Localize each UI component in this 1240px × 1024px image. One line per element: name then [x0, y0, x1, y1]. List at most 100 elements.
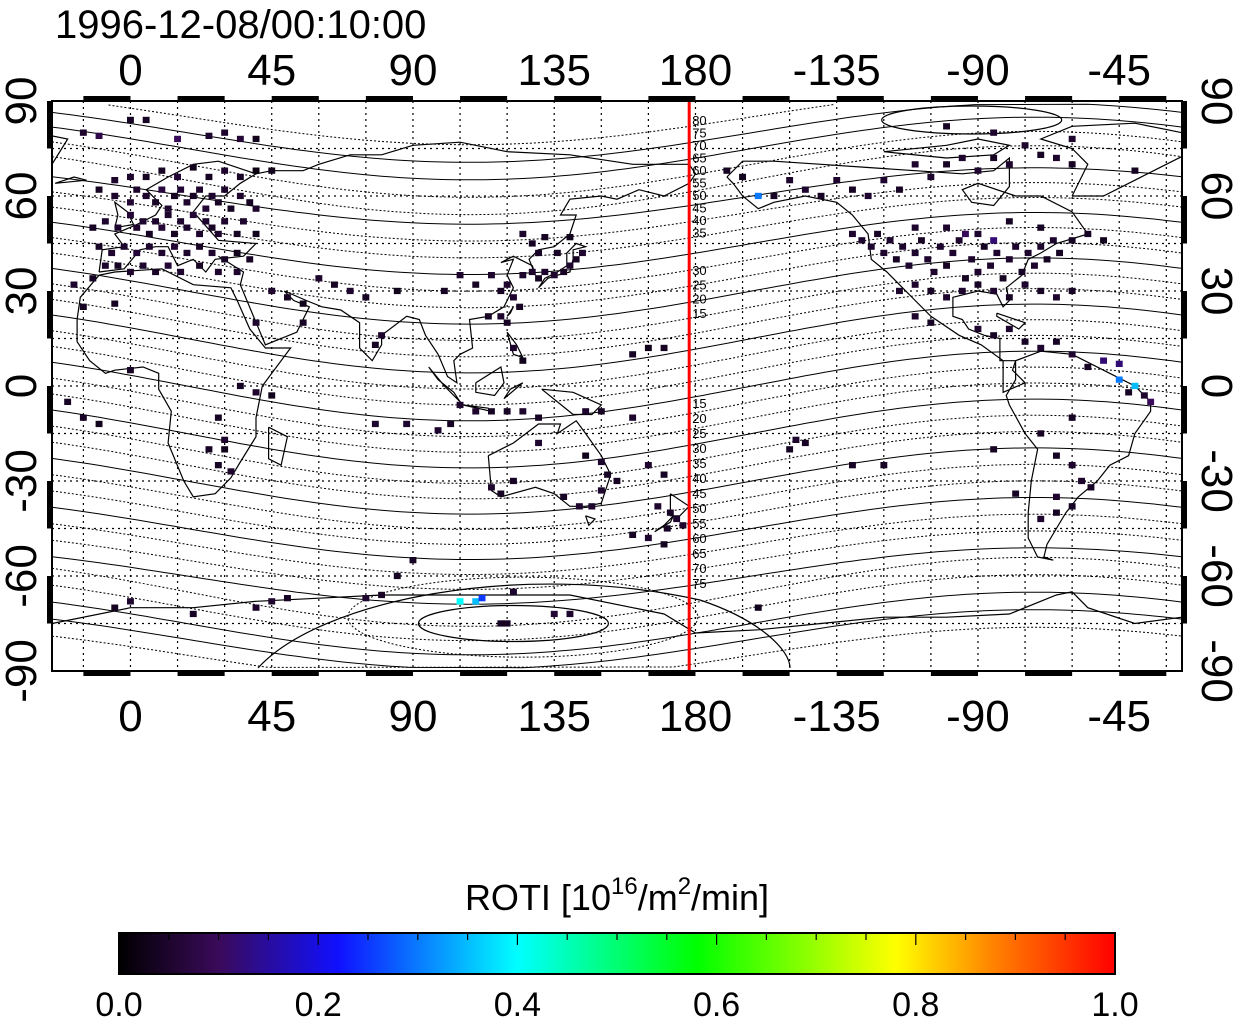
roti-cell: [880, 249, 888, 257]
border-segment-bottom: [930, 671, 978, 676]
roti-cell: [158, 186, 166, 193]
roti-cell: [214, 414, 222, 421]
x-tick-label-bottom: -90: [946, 692, 1010, 741]
roti-cell: [927, 173, 935, 181]
roti-cell: [1068, 462, 1076, 469]
coastline: [1005, 350, 1152, 561]
roti-cell: [987, 262, 994, 269]
roti-cell: [456, 598, 464, 605]
roti-cell: [205, 173, 213, 181]
mlat-label-north: 25: [692, 277, 706, 292]
roti-cell: [535, 249, 542, 257]
coastline: [883, 138, 1012, 159]
roti-cell: [202, 205, 210, 212]
roti-cell: [127, 173, 134, 181]
roti-cell: [284, 595, 291, 602]
roti-cell: [911, 281, 919, 288]
coastline: [506, 306, 514, 317]
border-segment-top: [1119, 96, 1167, 101]
roti-cell: [629, 351, 637, 358]
roti-cell: [371, 420, 379, 428]
mlat-contour: [52, 530, 1182, 590]
roti-cell: [214, 199, 222, 206]
coastline: [113, 200, 135, 229]
mlat-label-south: 60: [692, 531, 706, 546]
roti-cell: [927, 319, 935, 326]
colorbar-tick-label: 0.8: [892, 986, 939, 1024]
mlat-label-north: 20: [692, 292, 706, 307]
roti-cell: [896, 186, 903, 193]
border-segment-right: [1182, 101, 1187, 149]
roti-cell: [503, 408, 511, 415]
roti-cell: [510, 344, 517, 352]
south-pole-ring-inner: [417, 604, 610, 643]
roti-cell: [484, 313, 492, 320]
roti-cell: [582, 408, 590, 415]
mlat-label-north: 70: [692, 138, 706, 153]
roti-cell: [488, 272, 495, 279]
roti-cell: [528, 268, 536, 276]
roti-cell: [108, 249, 116, 257]
south-pole-ring-outer: [257, 583, 791, 669]
roti-cell: [488, 408, 495, 415]
roti-cell: [673, 515, 681, 523]
colorbar-title-part3: /min]: [691, 877, 769, 918]
roti-cell: [792, 436, 800, 443]
roti-cell: [127, 268, 134, 276]
roti-cell: [189, 164, 197, 171]
roti-cell: [1005, 218, 1013, 225]
roti-cell: [89, 224, 97, 231]
roti-cell: [566, 610, 574, 618]
roti-cell: [114, 262, 122, 269]
roti-cell: [597, 458, 605, 466]
roti-cell: [252, 167, 260, 174]
roti-cell: [142, 192, 150, 200]
x-tick-label-bottom: -45: [1087, 692, 1151, 741]
roti-cell: [958, 154, 966, 162]
roti-cell: [943, 161, 950, 168]
roti-cell: [177, 218, 185, 225]
colorbar-tick-label: 0.4: [494, 986, 541, 1024]
roti-cell: [227, 468, 235, 475]
roti-cell: [145, 243, 153, 250]
roti-cell: [284, 294, 291, 301]
roti-cell: [754, 192, 762, 200]
roti-cell: [252, 230, 260, 238]
roti-cell: [142, 116, 150, 124]
y-tick-label-left: -60: [0, 544, 46, 608]
roti-cell: [488, 484, 495, 491]
mlat-label-north: 30: [692, 263, 706, 278]
x-tick-label-top: -90: [946, 46, 1010, 95]
roti-cell: [864, 192, 872, 200]
border-segment-bottom: [83, 671, 131, 676]
roti-cell: [535, 275, 542, 282]
roti-cell: [911, 224, 919, 231]
south-pole-ring-mid: [347, 576, 699, 658]
y-tick-label-right: 0: [1192, 374, 1240, 398]
roti-cell: [849, 230, 856, 238]
mlat-label-north: 35: [692, 226, 706, 241]
roti-cell: [158, 224, 166, 231]
coastline: [996, 312, 1027, 330]
roti-cell: [127, 116, 134, 124]
roti-cell: [503, 281, 511, 288]
roti-cell: [911, 249, 919, 257]
roti-cell: [208, 224, 216, 231]
y-tick-label-right: -90: [1192, 639, 1240, 703]
roti-cell: [833, 177, 841, 184]
roti-cell: [233, 249, 241, 257]
roti-cell: [974, 268, 982, 276]
roti-cell: [393, 572, 401, 580]
roti-cell: [1024, 249, 1032, 257]
roti-cell: [497, 313, 505, 320]
roti-cell: [1012, 490, 1020, 497]
roti-cell: [553, 249, 561, 257]
y-tick-label-left: 90: [0, 77, 46, 126]
y-tick-label-right: 90: [1192, 77, 1240, 126]
roti-cell: [1037, 287, 1045, 295]
mlat-label-south: 70: [692, 561, 706, 576]
roti-cell: [196, 230, 203, 238]
roti-cell: [127, 199, 134, 206]
roti-cell: [403, 420, 411, 428]
x-tick-label-top: 135: [518, 46, 591, 95]
